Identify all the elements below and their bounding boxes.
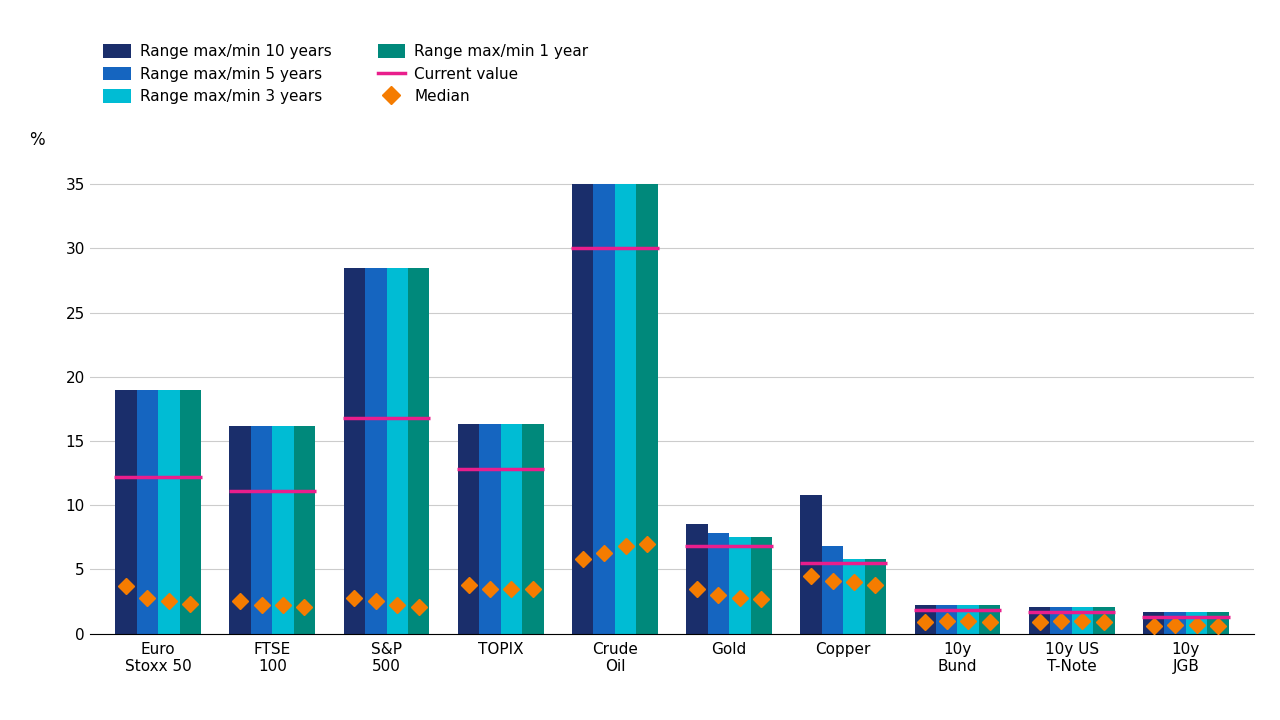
Bar bbox=[458, 424, 479, 634]
Bar bbox=[844, 559, 865, 634]
Bar bbox=[1093, 607, 1115, 634]
Y-axis label: %: % bbox=[29, 131, 45, 149]
Bar bbox=[137, 390, 159, 634]
Bar bbox=[915, 606, 936, 634]
Bar bbox=[979, 606, 1000, 634]
Bar bbox=[251, 426, 273, 634]
Bar bbox=[572, 184, 594, 634]
Bar bbox=[594, 184, 614, 634]
Bar bbox=[1207, 612, 1229, 634]
Bar bbox=[1029, 607, 1051, 634]
Bar bbox=[115, 390, 137, 634]
Bar bbox=[1071, 607, 1093, 634]
Bar bbox=[408, 268, 429, 634]
Bar bbox=[387, 268, 408, 634]
Bar bbox=[822, 546, 844, 634]
Bar bbox=[1051, 607, 1071, 634]
Bar bbox=[293, 426, 315, 634]
Bar bbox=[800, 495, 822, 634]
Bar bbox=[614, 184, 636, 634]
Bar bbox=[365, 268, 387, 634]
Bar bbox=[229, 426, 251, 634]
Bar bbox=[957, 606, 979, 634]
Bar bbox=[273, 426, 293, 634]
Bar bbox=[936, 606, 957, 634]
Bar bbox=[1185, 612, 1207, 634]
Bar bbox=[179, 390, 201, 634]
Bar bbox=[522, 424, 544, 634]
Bar bbox=[730, 537, 750, 634]
Bar bbox=[479, 424, 500, 634]
Bar bbox=[159, 390, 179, 634]
Bar bbox=[1165, 612, 1185, 634]
Bar bbox=[636, 184, 658, 634]
Bar bbox=[1143, 612, 1165, 634]
Bar bbox=[500, 424, 522, 634]
Bar bbox=[708, 534, 730, 634]
Legend: Range max/min 10 years, Range max/min 5 years, Range max/min 3 years, Range max/: Range max/min 10 years, Range max/min 5 … bbox=[97, 37, 594, 110]
Bar bbox=[750, 537, 772, 634]
Bar bbox=[686, 524, 708, 634]
Bar bbox=[344, 268, 365, 634]
Bar bbox=[865, 559, 886, 634]
